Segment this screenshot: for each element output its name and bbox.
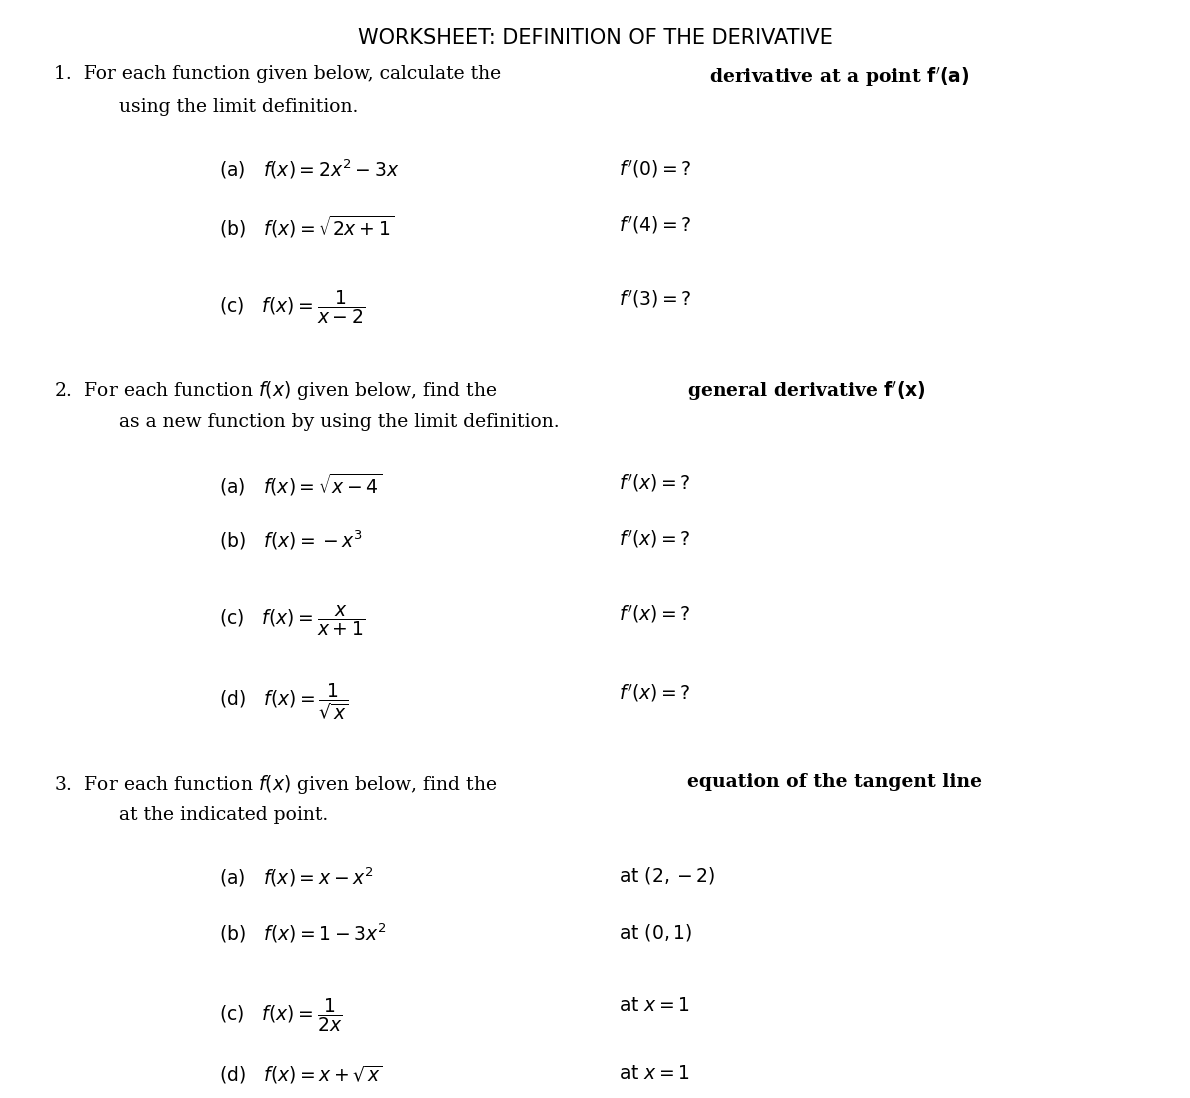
Text: $f'(4) =?$: $f'(4) =?$	[619, 214, 691, 236]
Text: equation of the tangent line: equation of the tangent line	[687, 773, 982, 791]
Text: $f'(3) =?$: $f'(3) =?$	[619, 289, 691, 311]
Text: (c)   $f(x) = \dfrac{1}{x - 2}$: (c) $f(x) = \dfrac{1}{x - 2}$	[219, 289, 365, 326]
Text: (c)   $f(x) = \dfrac{1}{2x}$: (c) $f(x) = \dfrac{1}{2x}$	[219, 996, 342, 1034]
Text: $f'(x) =?$: $f'(x) =?$	[619, 603, 690, 625]
Text: at $x = 1$: at $x = 1$	[619, 1064, 689, 1083]
Text: (a)   $f(x) = x - x^2$: (a) $f(x) = x - x^2$	[219, 865, 374, 889]
Text: 3.  For each function $f(x)$ given below, find the: 3. For each function $f(x)$ given below,…	[54, 773, 499, 796]
Text: at $(2, -2)$: at $(2, -2)$	[619, 865, 715, 886]
Text: (b)   $f(x) = 1 - 3x^2$: (b) $f(x) = 1 - 3x^2$	[219, 921, 387, 945]
Text: at the indicated point.: at the indicated point.	[119, 806, 328, 824]
Text: (d)   $f(x) = x + \sqrt{x}$: (d) $f(x) = x + \sqrt{x}$	[219, 1064, 382, 1086]
Text: (b)   $f(x) = -x^3$: (b) $f(x) = -x^3$	[219, 528, 363, 552]
Text: (c)   $f(x) = \dfrac{x}{x + 1}$: (c) $f(x) = \dfrac{x}{x + 1}$	[219, 603, 365, 638]
Text: (a)   $f(x) = \sqrt{x - 4}$: (a) $f(x) = \sqrt{x - 4}$	[219, 472, 382, 498]
Text: $f'(0) =?$: $f'(0) =?$	[619, 158, 691, 180]
Text: derivative at a point $\mathbf{f'(a)}$: derivative at a point $\mathbf{f'(a)}$	[709, 65, 970, 89]
Text: general derivative $\mathbf{f'(x)}$: general derivative $\mathbf{f'(x)}$	[687, 380, 926, 403]
Text: 2.  For each function $f(x)$ given below, find the: 2. For each function $f(x)$ given below,…	[54, 380, 499, 403]
Text: at $x = 1$: at $x = 1$	[619, 996, 689, 1016]
Text: $f'(x) =?$: $f'(x) =?$	[619, 682, 690, 704]
Text: $f'(x) =?$: $f'(x) =?$	[619, 528, 690, 550]
Text: using the limit definition.: using the limit definition.	[119, 98, 358, 116]
Text: 1.  For each function given below, calculate the: 1. For each function given below, calcul…	[54, 65, 507, 82]
Text: as a new function by using the limit definition.: as a new function by using the limit def…	[119, 413, 559, 430]
Text: (a)   $f(x) = 2x^2 - 3x$: (a) $f(x) = 2x^2 - 3x$	[219, 158, 399, 181]
Text: WORKSHEET: DEFINITION OF THE DERIVATIVE: WORKSHEET: DEFINITION OF THE DERIVATIVE	[357, 27, 833, 47]
Text: $f'(x) =?$: $f'(x) =?$	[619, 472, 690, 494]
Text: (d)   $f(x) = \dfrac{1}{\sqrt{x}}$: (d) $f(x) = \dfrac{1}{\sqrt{x}}$	[219, 682, 349, 722]
Text: (b)   $f(x) = \sqrt{2x+1}$: (b) $f(x) = \sqrt{2x+1}$	[219, 214, 394, 240]
Text: at $(0, 1)$: at $(0, 1)$	[619, 921, 691, 943]
